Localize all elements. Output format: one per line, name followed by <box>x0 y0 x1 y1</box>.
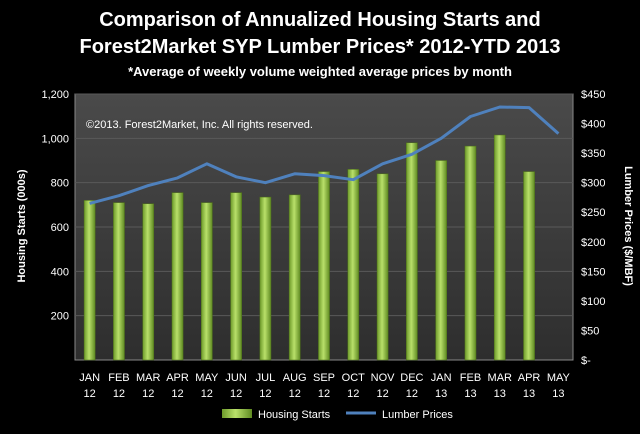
x-tick-month: MAY <box>547 372 571 384</box>
legend: Housing Starts Lumber Prices <box>222 409 453 421</box>
x-tick-year: 13 <box>464 388 476 400</box>
bar-housing-starts <box>493 134 506 361</box>
legend-swatch-housing-starts <box>222 409 252 418</box>
x-tick-month: JUL <box>256 372 276 384</box>
y-axis-right-ticks: $- $50 $100 $150 $200 $250 $300 $350 $400 $450 <box>581 89 605 367</box>
x-tick-year: 12 <box>142 388 154 400</box>
x-tick-month: FEB <box>460 372 481 384</box>
x-tick-month: JUN <box>225 372 246 384</box>
x-tick-month: MAY <box>195 372 219 384</box>
x-tick-month: OCT <box>342 372 366 384</box>
bar-housing-starts <box>201 202 213 361</box>
bar-housing-starts <box>435 160 447 361</box>
y2-tick-label: $- <box>581 355 591 367</box>
x-tick-year: 12 <box>318 388 330 400</box>
line-series-lumber-prices <box>89 105 560 205</box>
x-tick-year: 13 <box>523 388 535 400</box>
bar-housing-starts <box>288 194 301 361</box>
bar-housing-starts <box>259 196 272 361</box>
x-tick-month: NOV <box>371 372 396 384</box>
x-tick-year: 13 <box>494 388 506 400</box>
y2-tick-label: $150 <box>581 266 605 278</box>
bar-housing-starts <box>113 202 125 361</box>
y2-tick-label: $200 <box>581 237 605 249</box>
bar-housing-starts <box>171 192 184 361</box>
y-tick-label: 200 <box>51 311 69 323</box>
y-tick-label: 1,000 <box>41 133 69 145</box>
x-tick-year: 12 <box>230 388 242 400</box>
y2-tick-label: $100 <box>581 296 605 308</box>
y-tick-label: 800 <box>51 178 69 190</box>
x-tick-month: JAN <box>431 372 452 384</box>
x-tick-year: 13 <box>435 388 447 400</box>
x-axis-ticks: JAN 12 FEB 12 MAR 12 APR 12 MAY 12 JUN 12 JUL 12 AUG 12… <box>79 372 570 400</box>
bar-housing-starts <box>376 173 389 361</box>
y2-tick-label: $50 <box>581 325 599 337</box>
bar-housing-starts <box>83 200 96 361</box>
y-tick-label: 600 <box>51 222 69 234</box>
x-tick-month: DEC <box>400 372 423 384</box>
x-tick-year: 12 <box>259 388 271 400</box>
chart-title-line2: Forest2Market SYP Lumber Prices* 2012-YT… <box>79 36 561 58</box>
x-tick-month: FEB <box>108 372 129 384</box>
legend-label-lumber-prices: Lumber Prices <box>382 409 453 421</box>
bar-housing-starts <box>406 142 418 361</box>
y2-tick-label: $450 <box>581 89 605 101</box>
legend-label-housing-starts: Housing Starts <box>258 409 331 421</box>
x-tick-year: 12 <box>84 388 96 400</box>
chart-title-line1: Comparison of Annualized Housing Starts … <box>99 9 541 31</box>
x-tick-year: 12 <box>171 388 183 400</box>
y-axis-left-title: Housing Starts (000s) <box>16 169 28 282</box>
y2-tick-label: $400 <box>581 119 605 131</box>
y2-tick-label: $300 <box>581 178 605 190</box>
bar-housing-starts <box>318 171 330 361</box>
x-tick-month: AUG <box>283 372 307 384</box>
bar-housing-starts <box>523 171 535 361</box>
bar-series-housing-starts <box>83 134 535 361</box>
bar-housing-starts <box>347 169 360 361</box>
y-axis-right-title: Lumber Prices ($/MBF) <box>622 166 634 286</box>
chart-subtitle: *Average of weekly volume weighted avera… <box>128 64 512 79</box>
x-tick-year: 12 <box>376 388 388 400</box>
x-tick-month: MAR <box>488 372 513 384</box>
x-tick-year: 12 <box>113 388 125 400</box>
x-tick-year: 12 <box>289 388 301 400</box>
x-tick-year: 12 <box>201 388 213 400</box>
y-tick-label: 1,200 <box>41 89 69 101</box>
y2-tick-label: $250 <box>581 207 605 219</box>
bar-housing-starts <box>230 192 242 361</box>
x-tick-month: APR <box>166 372 189 384</box>
y-tick-label: 400 <box>51 266 69 278</box>
x-tick-year: 13 <box>552 388 564 400</box>
x-tick-month: JAN <box>79 372 100 384</box>
x-tick-month: APR <box>518 372 541 384</box>
bar-housing-starts <box>464 145 477 361</box>
x-tick-year: 12 <box>347 388 359 400</box>
y2-tick-label: $350 <box>581 148 605 160</box>
x-tick-month: SEP <box>313 372 335 384</box>
x-tick-month: MAR <box>136 372 161 384</box>
copyright-annotation: ©2013. Forest2Market, Inc. All rights re… <box>86 119 313 131</box>
x-tick-year: 12 <box>406 388 418 400</box>
bar-housing-starts <box>142 203 155 361</box>
y-axis-left-ticks: 200 400 600 800 1,000 1,200 <box>41 89 69 323</box>
